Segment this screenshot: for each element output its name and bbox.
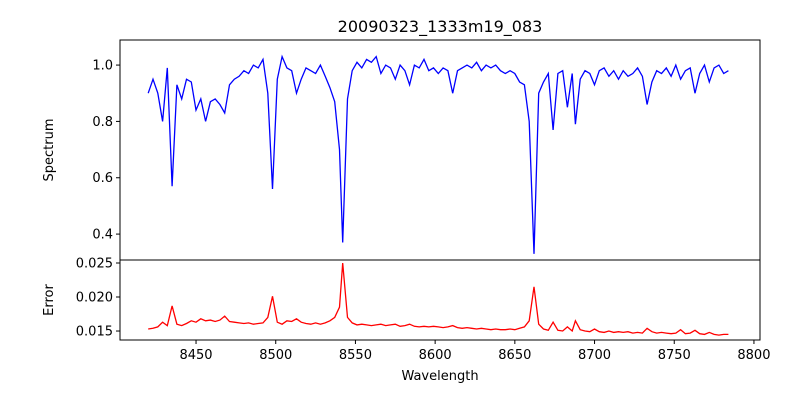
- x-tick-label: 8600: [419, 348, 452, 363]
- y-tick-label: 0.8: [92, 115, 113, 130]
- error-y-label: Error: [42, 284, 57, 316]
- spectrum-line: [147, 54, 729, 254]
- x-tick-label: 8800: [737, 348, 770, 363]
- x-tick-label: 8450: [179, 348, 212, 363]
- spectrum-axes-frame: [119, 39, 761, 261]
- y-tick-label: 0.020: [76, 291, 113, 306]
- x-tick-label: 8650: [498, 348, 531, 363]
- y-tick-label: 0.4: [92, 228, 113, 243]
- x-tick-label: 8550: [339, 348, 372, 363]
- y-tick-label: 1.0: [92, 59, 113, 74]
- spectrum-y-label: Spectrum: [42, 119, 57, 182]
- chart-title: 20090323_1333m19_083: [338, 17, 543, 37]
- x-tick-label: 8700: [578, 348, 611, 363]
- y-tick-label: 0.025: [76, 256, 113, 271]
- x-tick-label: 8750: [658, 348, 691, 363]
- error-axes-frame: [119, 259, 761, 341]
- x-axis-label: Wavelength: [401, 369, 478, 384]
- x-tick-label: 8500: [259, 348, 292, 363]
- error-line: [148, 262, 729, 336]
- y-tick-label: 0.6: [92, 171, 113, 186]
- y-tick-label: 0.015: [76, 325, 113, 340]
